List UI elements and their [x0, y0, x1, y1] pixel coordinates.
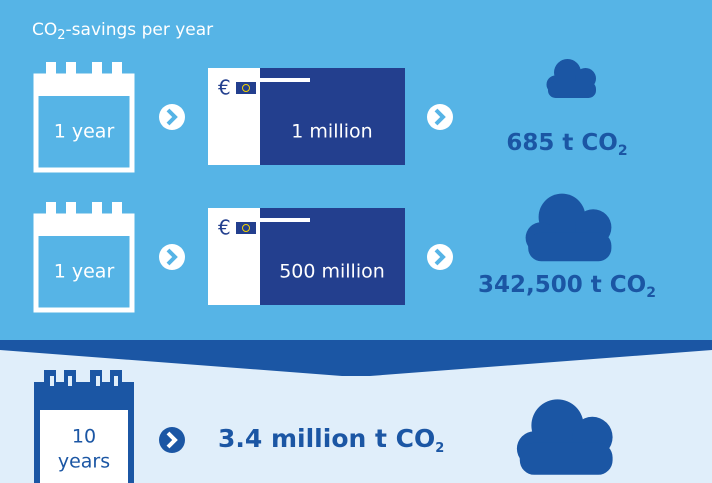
eu-flag: [236, 222, 256, 234]
total-result: 3.4 million t CO2: [218, 424, 444, 456]
banknote-stripe: [260, 218, 310, 222]
currency: €: [218, 216, 231, 240]
chevron-arrow: [434, 248, 446, 266]
period: 1 year: [54, 121, 115, 143]
calendar-header: [36, 76, 132, 96]
amount: 1 million: [291, 121, 372, 143]
banknote: [208, 68, 405, 165]
cloud-part: [548, 81, 596, 98]
result: 342,500 t CO2: [478, 272, 656, 302]
result-text: 685 t CO: [506, 130, 617, 156]
result-sub: 2: [646, 285, 656, 301]
calendar-icon: [33, 202, 135, 313]
cloud: [516, 399, 613, 475]
chevron: [159, 104, 185, 130]
row: 1 year €1 million 685 t CO2: [33, 59, 628, 173]
chevron-arrow: [434, 108, 446, 126]
cloud: [525, 193, 612, 262]
banknote-panel: [260, 68, 405, 165]
calendar-tab: [66, 202, 76, 224]
eu-flag: [236, 82, 256, 94]
calendar-header: [36, 216, 132, 236]
calendar-tab: [92, 202, 102, 224]
calendar-icon: [34, 370, 134, 483]
result-sub: 2: [618, 143, 628, 159]
cloud-part: [528, 232, 612, 262]
cloud: [546, 59, 596, 98]
chevron-arrow: [166, 108, 178, 126]
calendar-icon: [33, 62, 135, 173]
amount: 500 million: [279, 261, 385, 283]
calendar-tab: [112, 62, 122, 84]
chevron: [159, 244, 185, 270]
title: CO2-savings per year: [32, 20, 213, 43]
result-text: 342,500 t CO: [478, 272, 646, 298]
chevron: [159, 427, 185, 453]
eu-stars: [242, 84, 250, 92]
calendar-tab: [66, 62, 76, 84]
chevron-circle: [427, 104, 453, 130]
calendar-tab: [46, 62, 56, 84]
banknote-stripe: [260, 78, 310, 82]
currency: €: [218, 76, 231, 100]
eu-stars: [242, 224, 250, 232]
chevron-circle: [159, 244, 185, 270]
chevron: [427, 104, 453, 130]
chevron-circle: [427, 244, 453, 270]
period-unit: years: [58, 451, 110, 473]
chevron: [427, 244, 453, 270]
result: 685 t CO2: [506, 130, 627, 160]
banknote-panel: [260, 208, 405, 305]
banknote: [208, 208, 405, 305]
calendar-tab: [112, 202, 122, 224]
calendar-tab: [92, 62, 102, 84]
down-arrow: [0, 340, 712, 376]
chevron-arrow: [166, 248, 178, 266]
calendar-tab: [46, 202, 56, 224]
period: 1 year: [54, 261, 115, 283]
period-number: 10: [72, 426, 96, 448]
chevron-circle: [159, 104, 185, 130]
row: 1 year €500 million 342,500 t CO2: [33, 193, 656, 313]
